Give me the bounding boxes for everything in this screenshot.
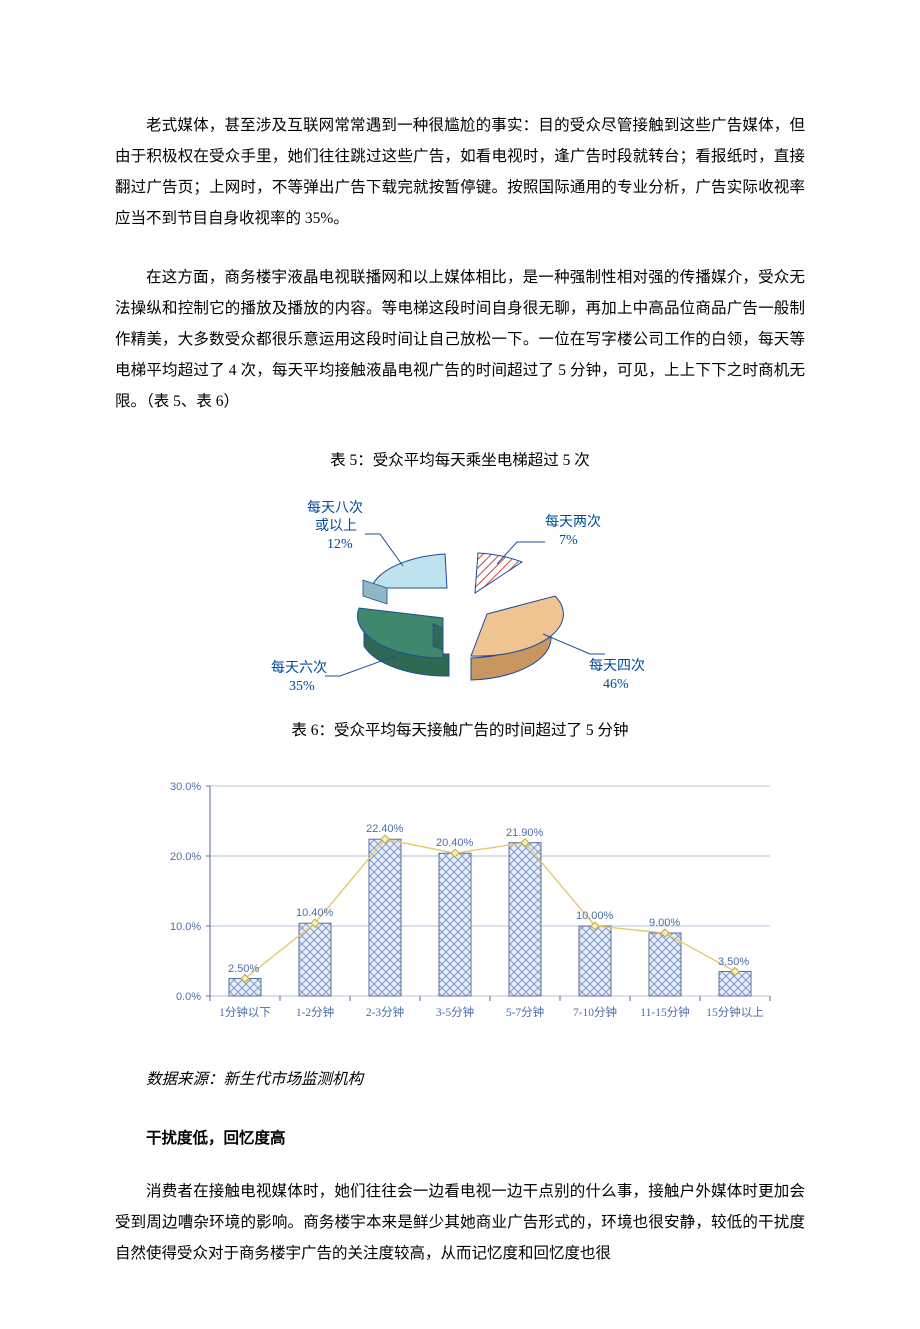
svg-text:2-3分钟: 2-3分钟 xyxy=(366,1005,404,1019)
pie-perc-2x: 7% xyxy=(559,533,578,548)
svg-text:10.40%: 10.40% xyxy=(296,907,334,919)
data-source: 数据来源：新生代市场监测机构 xyxy=(115,1064,805,1095)
x-axis-labels: 1分钟以下 1-2分钟 2-3分钟 3-5分钟 5-7分钟 7-10分钟 11-… xyxy=(219,1005,764,1019)
svg-text:7-10分钟: 7-10分钟 xyxy=(573,1005,617,1019)
pie-slice-2x xyxy=(475,553,522,593)
svg-text:15分钟以上: 15分钟以上 xyxy=(706,1005,764,1019)
svg-text:11-15分钟: 11-15分钟 xyxy=(640,1005,689,1019)
paragraph-2: 在这方面，商务楼宇液晶电视联播网和以上媒体相比，是一种强制性相对强的传播媒介，受… xyxy=(115,262,805,417)
pie-perc-8x: 12% xyxy=(327,537,353,552)
svg-text:1分钟以下: 1分钟以下 xyxy=(219,1005,271,1019)
table5-caption: 表 5：受众平均每天乘坐电梯超过 5 次 xyxy=(115,445,805,476)
pie-slice-8x xyxy=(371,554,447,588)
svg-text:2.50%: 2.50% xyxy=(228,963,259,975)
subheading: 干扰度低，回忆度高 xyxy=(115,1123,805,1154)
pie-perc-6x: 35% xyxy=(289,679,315,694)
paragraph-1: 老式媒体，甚至涉及互联网常常遇到一种很尴尬的事实：目的受众尽管接触到这些广告媒体… xyxy=(115,110,805,234)
pie-label-8x-l1: 每天八次 xyxy=(307,500,363,516)
ytick-10: 10.0% xyxy=(170,921,201,933)
ytick-20: 20.0% xyxy=(170,851,201,863)
paragraph-3: 消费者在接触电视媒体时，她们往往会一边看电视一边干点别的什么事，接触户外媒体时更… xyxy=(115,1176,805,1269)
pie-label-8x-l2: 或以上 xyxy=(315,518,357,534)
pie-label-4x: 每天四次 xyxy=(589,658,645,674)
svg-text:1-2分钟: 1-2分钟 xyxy=(296,1005,334,1019)
pie-perc-4x: 46% xyxy=(603,677,629,692)
pie-label-2x: 每天两次 xyxy=(545,514,601,530)
ytick-0: 0.0% xyxy=(176,991,201,1003)
svg-text:10.00%: 10.00% xyxy=(576,910,614,922)
svg-text:22.40%: 22.40% xyxy=(366,823,404,835)
ytick-30: 30.0% xyxy=(170,781,201,793)
bar-chart-table6: 0.0% 10.0% 20.0% 30.0% xyxy=(130,756,790,1046)
svg-text:3.50%: 3.50% xyxy=(718,956,749,968)
svg-text:3-5分钟: 3-5分钟 xyxy=(436,1005,474,1019)
pie-chart-table5: 每天两次 7% 每天四次 46% 每天六次 35% 每天八次 或以上 12% xyxy=(245,484,675,709)
svg-text:9.00%: 9.00% xyxy=(649,917,680,929)
pie-label-6x: 每天六次 xyxy=(271,660,327,676)
svg-text:5-7分钟: 5-7分钟 xyxy=(506,1005,544,1019)
table6-caption: 表 6：受众平均每天接触广告的时间超过了 5 分钟 xyxy=(115,715,805,746)
svg-text:20.40%: 20.40% xyxy=(436,837,474,849)
svg-text:21.90%: 21.90% xyxy=(506,827,544,839)
